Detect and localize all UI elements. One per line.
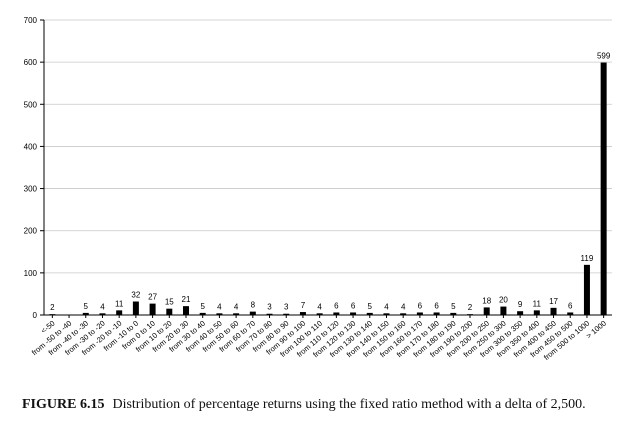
data-label: 599 (597, 52, 611, 61)
bar (500, 306, 507, 315)
data-label: 4 (384, 302, 389, 311)
data-label: 4 (217, 302, 222, 311)
bar (199, 312, 206, 315)
data-label: 6 (434, 301, 439, 310)
data-label: 11 (533, 299, 542, 308)
bar (533, 310, 540, 315)
bars (49, 62, 607, 315)
data-labels: 2 5 4 11 32 27 15 21 5 4 4 8 3 3 7 4 6 6 5 4 4 6 6 5 2 18 20 9 11 17 6… (50, 52, 611, 313)
data-label: 9 (518, 300, 523, 309)
bar (266, 313, 273, 315)
bar (350, 312, 357, 315)
bar (366, 312, 373, 315)
figure-caption: FIGURE 6.15 Distribution of percentage re… (22, 395, 622, 414)
data-label: 5 (368, 302, 373, 311)
bar (82, 312, 89, 315)
data-label: 27 (148, 293, 157, 302)
data-label: 4 (401, 302, 406, 311)
bar (600, 62, 607, 315)
bar (299, 312, 306, 315)
y-tick-label: 0 (33, 311, 38, 320)
data-label: 11 (115, 299, 124, 308)
data-label: 3 (284, 303, 289, 312)
bar (183, 306, 189, 315)
data-label: 3 (267, 303, 272, 312)
figure-caption-text: Distribution of percentage returns using… (112, 397, 586, 412)
bar (333, 312, 340, 315)
data-label: 7 (301, 301, 306, 310)
bar (233, 313, 240, 315)
data-label: 2 (50, 303, 55, 312)
data-label: 6 (334, 301, 339, 310)
data-label: 119 (581, 254, 594, 263)
data-label: 5 (84, 302, 89, 311)
bar (383, 313, 390, 315)
bar (433, 312, 440, 315)
bar (483, 307, 490, 315)
bar (583, 264, 590, 315)
data-label: 20 (499, 296, 508, 305)
bar (99, 313, 106, 315)
data-label: 17 (549, 297, 558, 306)
data-label: 21 (182, 295, 191, 304)
data-label: 5 (451, 302, 456, 311)
y-tick-label: 500 (24, 100, 38, 109)
data-label: 6 (351, 301, 356, 310)
figure-label: FIGURE 6.15 (22, 397, 105, 412)
bar (316, 313, 323, 315)
data-label: 4 (234, 302, 239, 311)
bar (450, 312, 457, 315)
data-label: 5 (200, 302, 205, 311)
data-label: 8 (251, 301, 256, 310)
data-label: 4 (100, 302, 105, 311)
y-tick-label: 200 (24, 227, 38, 236)
bar (149, 303, 156, 315)
bar (550, 307, 557, 315)
y-tick-label: 400 (24, 142, 38, 151)
bar (416, 312, 423, 315)
data-label: 4 (317, 302, 322, 311)
data-label: 32 (131, 291, 140, 300)
bar (283, 313, 290, 315)
y-tick-label: 600 (24, 58, 38, 67)
data-label: 2 (468, 303, 473, 312)
bar (216, 313, 223, 315)
bar (132, 301, 139, 315)
bar (567, 312, 574, 315)
bar (166, 308, 173, 315)
bar (400, 313, 407, 315)
data-label: 6 (568, 301, 573, 310)
data-label: 6 (418, 301, 423, 310)
y-axis-ticks: 0 100 200 300 400 500 600 700 (24, 16, 44, 320)
y-tick-label: 700 (24, 16, 38, 25)
bar (249, 311, 256, 315)
data-label: 18 (482, 296, 491, 305)
bar (116, 310, 123, 315)
y-tick-label: 100 (24, 269, 38, 278)
data-label: 15 (165, 298, 174, 307)
grid-lines (44, 19, 612, 274)
y-tick-label: 300 (24, 185, 38, 194)
bar (517, 311, 524, 315)
